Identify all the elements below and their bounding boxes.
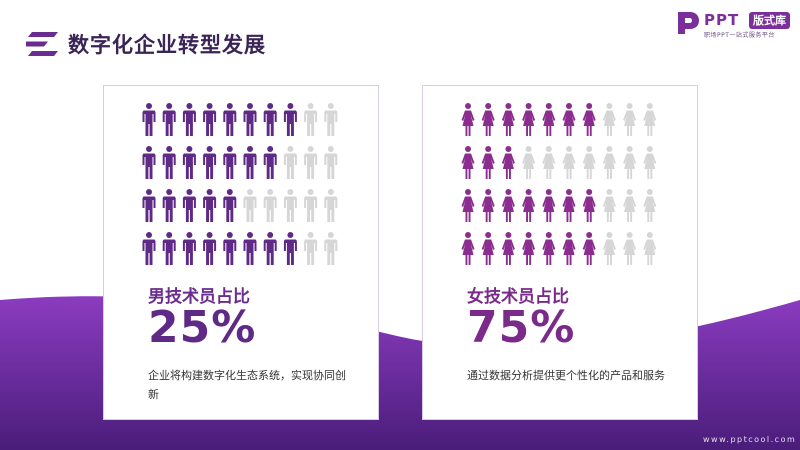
male-stat-description: 企业将构建数字化生态系统，实现协同创新 xyxy=(148,369,346,401)
female-person-icon xyxy=(461,189,475,222)
female-person-icon xyxy=(602,232,616,265)
female-person-icon xyxy=(542,232,556,265)
male-person-icon xyxy=(203,232,217,265)
footer-url: www.pptcool.com xyxy=(703,435,797,444)
female-person-icon xyxy=(542,103,556,136)
male-person-icon xyxy=(223,232,237,265)
female-person-icon xyxy=(623,232,637,265)
female-person-icon xyxy=(522,232,536,265)
female-person-icon xyxy=(481,232,495,265)
male-person-icon xyxy=(223,189,237,222)
male-person-icon xyxy=(203,103,217,136)
female-person-icon xyxy=(643,232,657,265)
male-person-icon xyxy=(324,232,338,265)
male-person-icon xyxy=(324,189,338,222)
male-person-icon xyxy=(243,103,257,136)
female-person-icon xyxy=(623,103,637,136)
male-stat-label: 男技术员占比 xyxy=(148,287,250,307)
male-person-icon xyxy=(283,189,297,222)
logo-brand-text: PPT xyxy=(704,11,740,29)
male-person-icon xyxy=(304,232,318,265)
male-stat-card: 男技术员占比 25% 企业将构建数字化生态系统，实现协同创新 xyxy=(103,85,379,420)
female-person-icon xyxy=(623,146,637,179)
female-person-icon xyxy=(542,189,556,222)
male-person-icon xyxy=(243,189,257,222)
female-stat-label: 女技术员占比 xyxy=(467,287,569,307)
logo-tagline: 职场PPT一站式服务平台 xyxy=(704,32,775,39)
female-person-icon xyxy=(461,232,475,265)
male-person-icon xyxy=(223,146,237,179)
female-person-icon xyxy=(582,232,596,265)
male-person-icon xyxy=(142,103,156,136)
male-person-icon xyxy=(182,232,196,265)
male-person-icon xyxy=(182,146,196,179)
male-person-icon xyxy=(324,146,338,179)
male-person-icon xyxy=(304,146,318,179)
female-person-icon xyxy=(562,189,576,222)
female-person-icon xyxy=(602,189,616,222)
female-person-icon xyxy=(582,189,596,222)
male-person-icon xyxy=(162,232,176,265)
male-person-icon xyxy=(142,189,156,222)
male-person-icon xyxy=(162,189,176,222)
female-person-icon xyxy=(501,103,515,136)
male-person-icon xyxy=(142,232,156,265)
male-person-icon xyxy=(223,103,237,136)
male-person-icon xyxy=(263,232,277,265)
male-person-icon xyxy=(263,103,277,136)
male-person-icon xyxy=(304,103,318,136)
ppt-p-logo-icon xyxy=(678,12,699,34)
female-person-icon xyxy=(643,146,657,179)
female-person-icon xyxy=(643,103,657,136)
female-person-icon xyxy=(501,232,515,265)
male-stat-percent: 25% xyxy=(148,302,257,353)
male-person-icon xyxy=(182,189,196,222)
female-person-icon xyxy=(623,189,637,222)
female-person-icon xyxy=(643,189,657,222)
female-person-icon xyxy=(522,146,536,179)
male-person-icon xyxy=(263,146,277,179)
page-title: 数字化企业转型发展 xyxy=(68,33,266,57)
female-person-icon xyxy=(522,189,536,222)
female-person-icon xyxy=(562,232,576,265)
male-person-icon xyxy=(162,146,176,179)
female-person-icon xyxy=(582,146,596,179)
male-person-icon xyxy=(263,189,277,222)
female-person-icon xyxy=(501,146,515,179)
female-person-icon xyxy=(461,146,475,179)
logo-badge: 版式库 xyxy=(749,12,790,29)
male-person-icon xyxy=(203,189,217,222)
three-bars-icon xyxy=(26,32,58,56)
male-person-icon xyxy=(162,103,176,136)
male-person-icon xyxy=(283,232,297,265)
brand-logo[interactable]: PPT 版式库 职场PPT一站式服务平台 xyxy=(676,10,792,40)
male-person-icon xyxy=(182,103,196,136)
female-person-icon xyxy=(582,103,596,136)
female-person-icon xyxy=(481,103,495,136)
female-stat-description: 通过数据分析提供更个性化的产品和服务 xyxy=(467,369,665,382)
male-person-icon xyxy=(203,146,217,179)
male-person-icon xyxy=(283,103,297,136)
female-icon-grid xyxy=(461,103,657,265)
female-stat-percent: 75% xyxy=(467,302,576,353)
female-person-icon xyxy=(461,103,475,136)
male-person-icon xyxy=(142,146,156,179)
male-person-icon xyxy=(243,232,257,265)
male-person-icon xyxy=(283,146,297,179)
female-person-icon xyxy=(562,103,576,136)
female-person-icon xyxy=(562,146,576,179)
female-person-icon xyxy=(602,103,616,136)
male-person-icon xyxy=(324,103,338,136)
male-person-icon xyxy=(304,189,318,222)
female-person-icon xyxy=(542,146,556,179)
male-person-icon xyxy=(243,146,257,179)
female-stat-card: 女技术员占比 75% 通过数据分析提供更个性化的产品和服务 xyxy=(422,85,698,420)
female-person-icon xyxy=(481,189,495,222)
female-person-icon xyxy=(602,146,616,179)
female-person-icon xyxy=(522,103,536,136)
male-icon-grid xyxy=(142,103,338,265)
female-person-icon xyxy=(481,146,495,179)
female-person-icon xyxy=(501,189,515,222)
